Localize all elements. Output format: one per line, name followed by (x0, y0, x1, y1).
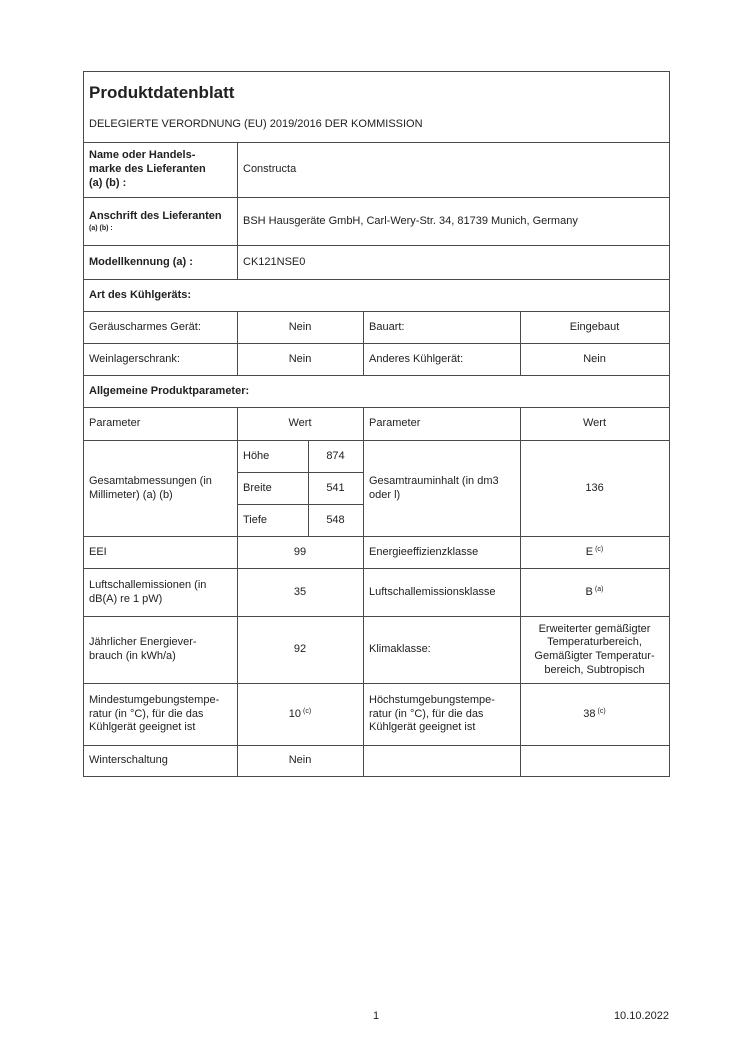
noise-class-value-cell: B (a) (519, 568, 671, 617)
energy-class-footnote: (c) (595, 545, 604, 553)
supplier-address-label-cell: Anschrift des Lieferanten (a) (b) : (83, 197, 238, 246)
param-header-1: Parameter (83, 407, 238, 441)
noise-row: Luftschallemissionen (in dB(A) re 1 pW) … (83, 568, 671, 617)
supplier-address-note: (a) (b) : (89, 224, 113, 232)
supplier-address-row: Anschrift des Lieferanten (a) (b) : BSH … (83, 197, 671, 246)
energy-class-label: Energieeffizienzklasse (363, 536, 521, 569)
dim-height-value: 874 (308, 440, 364, 473)
section-general-row: Allgemeine Produktparameter: (82, 375, 671, 408)
wert-header-1: Wert (237, 407, 364, 441)
noise-class-footnote: (a) (594, 585, 604, 593)
other-fridge-value: Nein (519, 343, 671, 376)
max-temp-label: Höchstumgebungstempe- ratur (in °C), für… (363, 683, 521, 746)
title-cell: Produktdatenblatt DELEGIERTE VERORDNUNG … (82, 71, 671, 143)
energy-class-value: E (585, 545, 594, 558)
climate-class-value: Erweiterter gemäßigter Temperaturbereich… (519, 616, 671, 684)
section-header-general: Allgemeine Produktparameter: (82, 375, 671, 408)
quiet-appliance-value: Nein (237, 311, 364, 344)
dim-width-value: 541 (308, 472, 364, 505)
min-temp-value-cell: 10 (c) (237, 683, 364, 746)
min-temp-value: 10 (288, 707, 302, 720)
model-id-value: CK121NSE0 (236, 245, 671, 280)
product-datasheet-table: Produktdatenblatt DELEGIERTE VERORDNUNG … (82, 71, 671, 777)
other-fridge-label: Anderes Kühlgerät: (363, 343, 521, 376)
section-type-row: Art des Kühlgeräts: (82, 279, 671, 312)
dimensions-row-width: Breite 541 (84, 472, 670, 505)
supplier-name-label: Name oder Handels- marke des Lieferanten… (83, 142, 238, 198)
dimensions-row-depth: Tiefe 548 (84, 504, 670, 537)
volume-value: 136 (519, 440, 671, 537)
supplier-name-row: Name oder Handels- marke des Lieferanten… (83, 142, 671, 198)
page-footer: 1 10.10.2022 (83, 1010, 669, 1026)
wine-storage-value: Nein (237, 343, 364, 376)
dim-height-label: Höhe (237, 440, 309, 473)
supplier-address-value: BSH Hausgeräte GmbH, Carl-Wery-Str. 34, … (236, 197, 671, 246)
min-temp-footnote: (c) (303, 707, 312, 715)
regulation-subtitle: DELEGIERTE VERORDNUNG (EU) 2019/2016 DER… (89, 118, 423, 131)
annual-energy-row: Jährlicher Energiever- brauch (in kWh/a)… (83, 616, 671, 684)
design-type-value: Eingebaut (519, 311, 671, 344)
param-header-2: Parameter (363, 407, 521, 441)
footer-page-number: 1 (372, 1010, 380, 1022)
dim-width-label: Breite (237, 472, 309, 505)
noise-class-value: B (585, 585, 593, 598)
footer-date: 10.10.2022 (613, 1010, 669, 1022)
winter-mode-value: Nein (237, 745, 364, 777)
min-temp-label: Mindestumgebungstempe- ratur (in °C), fü… (83, 683, 238, 746)
eei-value: 99 (237, 536, 364, 569)
annual-energy-label: Jährlicher Energiever- brauch (in kWh/a) (83, 616, 238, 684)
winter-mode-empty-label (363, 745, 521, 777)
wert-header-2: Wert (519, 407, 671, 441)
volume-label: Gesamtrauminhalt (in dm3 oder l) (363, 440, 521, 537)
noise-class-label: Luftschallemissionsklasse (363, 568, 521, 617)
max-temp-value: 38 (583, 707, 596, 720)
noise-label: Luftschallemissionen (in dB(A) re 1 pW) (83, 568, 238, 617)
winter-mode-empty-value (519, 745, 671, 777)
energy-class-value-cell: E (c) (519, 536, 671, 569)
quiet-appliance-row: Geräuscharmes Gerät: Nein Bauart: Eingeb… (83, 311, 671, 344)
param-header-row: Parameter Wert Parameter Wert (83, 407, 671, 441)
model-id-row: Modellkennung (a) : CK121NSE0 (83, 245, 671, 280)
dimensions-label: Gesamtabmessungen (in Millimeter) (a) (b… (83, 440, 238, 537)
dim-depth-value: 548 (308, 504, 364, 537)
winter-mode-label: Winterschaltung (83, 745, 238, 777)
ambient-temp-row: Mindestumgebungstempe- ratur (in °C), fü… (83, 683, 671, 746)
max-temp-footnote: (c) (597, 707, 606, 715)
wine-storage-row: Weinlagerschrank: Nein Anderes Kühlgerät… (83, 343, 671, 376)
supplier-address-label: Anschrift des Lieferanten (89, 209, 222, 222)
supplier-name-value: Constructa (236, 142, 671, 198)
dimensions-row-height: Gesamtabmessungen (in Millimeter) (a) (b… (83, 440, 671, 537)
eei-label: EEI (83, 536, 238, 569)
annual-energy-value: 92 (237, 616, 364, 684)
climate-class-label: Klimaklasse: (363, 616, 521, 684)
design-type-label: Bauart: (363, 311, 521, 344)
title-row: Produktdatenblatt DELEGIERTE VERORDNUNG … (82, 71, 671, 143)
dim-depth-label: Tiefe (237, 504, 309, 537)
max-temp-value-cell: 38 (c) (519, 683, 671, 746)
eei-row: EEI 99 Energieeffizienzklasse E (c) (83, 536, 671, 569)
wine-storage-label: Weinlagerschrank: (83, 343, 238, 376)
model-id-label: Modellkennung (a) : (83, 245, 238, 280)
section-header-type: Art des Kühlgeräts: (82, 279, 671, 312)
quiet-appliance-label: Geräuscharmes Gerät: (83, 311, 238, 344)
page-title: Produktdatenblatt (89, 83, 235, 102)
winter-mode-row: Winterschaltung Nein (83, 745, 671, 777)
noise-value: 35 (237, 568, 364, 617)
